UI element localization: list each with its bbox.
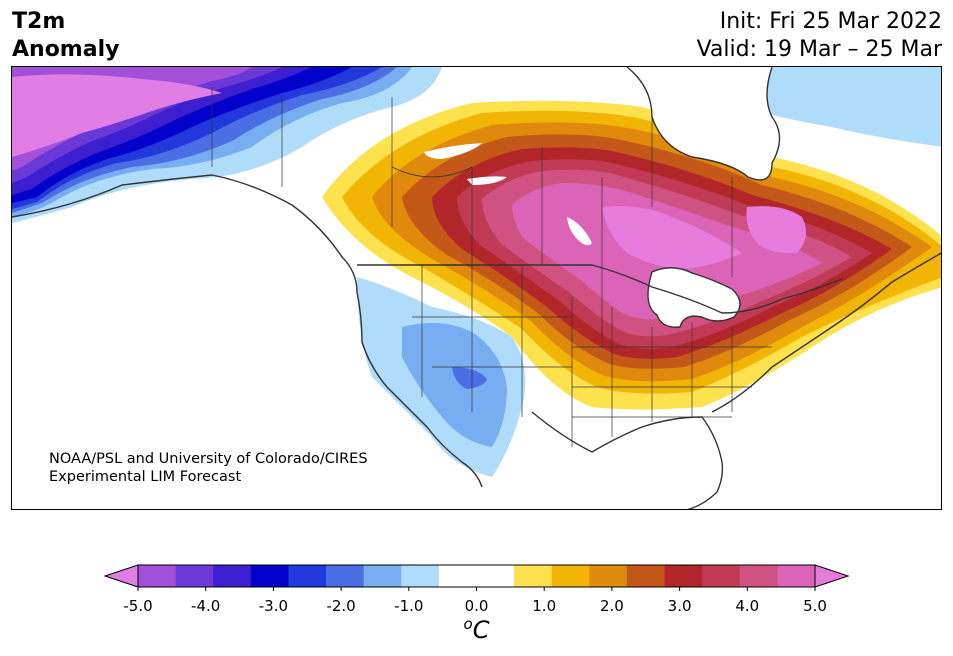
- colorbar-box: [288, 565, 327, 587]
- colorbar-box: [363, 565, 402, 587]
- colorbar-tick-label: -2.0: [326, 597, 355, 615]
- map-title: T2m Anomaly: [12, 8, 119, 64]
- atlantic-coast: [711, 252, 941, 413]
- colorbar-box: [213, 565, 252, 587]
- colorbar-box: [326, 565, 365, 587]
- forecast-info: Init: Fri 25 Mar 2022 Valid: 19 Mar – 25…: [697, 8, 942, 64]
- colorbar-ticks: -5.0 -4.0 -3.0 -2.0 -1.0 0.0 1.0 2.0 3.0 4.0 5.0: [123, 587, 827, 615]
- state-borders: [211, 87, 772, 447]
- colorbar-tick-label: 1.0: [532, 597, 556, 615]
- title-line-1: T2m: [12, 9, 66, 34]
- lake-white-1: [424, 143, 482, 159]
- state-lines-east: [571, 297, 772, 447]
- warm-9: [602, 206, 742, 269]
- credit-line-1: NOAA/PSL and University of Colorado/CIRE…: [49, 451, 368, 467]
- unit-degree: o: [463, 615, 473, 633]
- unit-celsius: C: [472, 616, 490, 644]
- colorbar-tick-label: 4.0: [735, 597, 759, 615]
- southwest-cold-2: [402, 323, 507, 447]
- colorbar-tick-label: -4.0: [191, 597, 220, 615]
- pacific-coast: [12, 174, 483, 488]
- colorbar-box: [626, 565, 666, 587]
- colorbar-box: [514, 565, 553, 587]
- valid-range: Valid: 19 Mar – 25 Mar: [696, 37, 942, 62]
- colorbar-box: [438, 565, 477, 587]
- colorbar-left-extend: [103, 564, 139, 588]
- colorbar-right-extend: [814, 564, 850, 588]
- colorbar-tick-label: -3.0: [259, 597, 288, 615]
- colorbar-boxes: [138, 565, 816, 587]
- colorbar-tick-label: 0.0: [465, 597, 489, 615]
- anomaly-fields: [12, 67, 941, 477]
- alaska-cold-9: [12, 74, 222, 157]
- credit-text: NOAA/PSL and University of Colorado/CIRE…: [49, 450, 368, 486]
- title-line-2: Anomaly: [12, 37, 120, 62]
- colorbar-box: [476, 565, 515, 587]
- colorbar-box: [702, 565, 741, 587]
- colorbar-box: [175, 565, 214, 587]
- colorbar-unit: oC: [0, 615, 953, 644]
- colorbar-box: [777, 565, 816, 587]
- colorbar-box: [250, 565, 289, 587]
- us-canada-border: [357, 264, 843, 314]
- lake-white-2: [467, 176, 507, 185]
- colorbar-box: [739, 565, 778, 587]
- colorbar-box: [664, 565, 703, 587]
- hudson-bay-white: [627, 67, 780, 180]
- great-lakes-outline: [647, 267, 741, 328]
- colorbar-tick-label: -1.0: [394, 597, 423, 615]
- credit-line-2: Experimental LIM Forecast: [49, 469, 242, 485]
- state-lines-west: [391, 147, 603, 417]
- anomaly-map: [11, 66, 942, 510]
- warm-10: [746, 206, 806, 254]
- colorbar-tick-label: 5.0: [803, 597, 827, 615]
- colorbar-box: [551, 565, 590, 587]
- colorbar-box: [589, 565, 628, 587]
- map-svg: [12, 67, 941, 509]
- colorbar-tick-label: 2.0: [600, 597, 624, 615]
- province-lines: [211, 87, 733, 277]
- southwest-cold-3: [452, 367, 487, 389]
- init-date: Init: Fri 25 Mar 2022: [719, 9, 942, 34]
- colorbar-box: [401, 565, 440, 587]
- colorbar-tick-label: -5.0: [123, 597, 152, 615]
- colorbar-box: [138, 565, 177, 587]
- colorbar-tick-label: 3.0: [668, 597, 692, 615]
- lake-white-3: [567, 217, 592, 246]
